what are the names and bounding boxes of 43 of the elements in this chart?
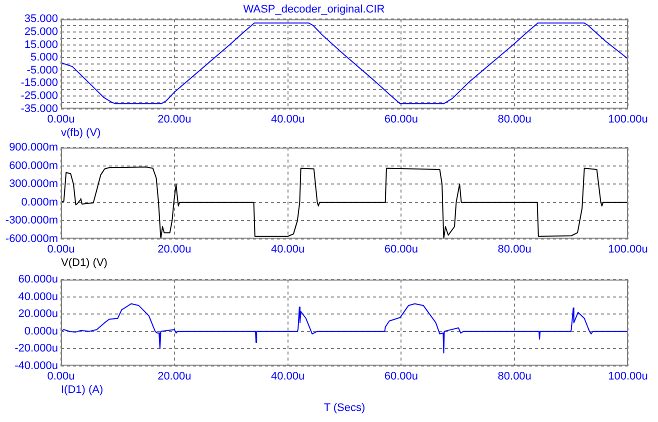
y-tick-label: -600.000m — [5, 232, 58, 245]
y-tick-label: 0.000u — [24, 325, 58, 338]
x-tick-label: 0.00u — [47, 370, 75, 382]
x-tick-label: 40.00u — [270, 113, 305, 126]
x-tick-label: 100.00u — [608, 243, 648, 256]
y-tick-label: -25.000 — [20, 90, 58, 102]
x-tick-label: 20.00u — [158, 113, 192, 126]
text: I(D1) (A) — [61, 384, 104, 396]
y-tick-label: 5.000 — [30, 52, 58, 64]
y-tick-label: -20.000u — [14, 342, 58, 355]
x-tick-label: 40.00u — [270, 370, 305, 382]
y-tick-label: 35.000 — [24, 13, 58, 26]
chart-title: WASP_decoder_original.CIR — [243, 4, 385, 16]
y-tick-label: 600.000m — [9, 160, 58, 172]
y-tick-label: 20.000u — [18, 308, 58, 320]
y-tick-label: 60.000u — [18, 274, 58, 286]
x-tick-label: 0.00u — [47, 113, 75, 126]
x-tick-label: 80.00u — [498, 113, 532, 126]
y-tick-label: -40.000u — [14, 360, 58, 372]
text: v(fb) (V) — [61, 127, 101, 139]
y-tick-label: 0.000m — [21, 196, 58, 208]
y-tick-label: -35.000 — [20, 102, 58, 115]
x-axis-title: T (Secs) — [322, 402, 366, 414]
y-tick-label: 900.000m — [9, 142, 58, 154]
text: V(D1) (V) — [61, 257, 108, 269]
y-tick-label: 40.000u — [18, 290, 58, 303]
x-tick-label: 40.00u — [270, 243, 305, 256]
y-tick-label: 15.000 — [24, 38, 58, 51]
y-tick-label: 300.000m — [9, 178, 58, 190]
x-tick-label: 60.00u — [384, 113, 418, 126]
x-tick-label: 60.00u — [384, 243, 418, 256]
x-tick-label: 0.00u — [47, 243, 75, 256]
y-tick-label: -15.000 — [20, 77, 58, 90]
x-tick-label: 20.00u — [158, 243, 192, 256]
x-tick-label: 100.00u — [608, 113, 648, 126]
y-tick-label: 25.000 — [24, 26, 58, 38]
x-tick-label: 80.00u — [498, 243, 532, 256]
x-tick-label: 20.00u — [158, 370, 192, 382]
y-tick-label: -300.000m — [5, 214, 58, 227]
x-tick-label: 100.00u — [608, 370, 648, 382]
y-tick-label: -5.000 — [26, 64, 58, 76]
x-tick-label: 60.00u — [384, 370, 418, 382]
x-tick-label: 80.00u — [498, 370, 532, 382]
